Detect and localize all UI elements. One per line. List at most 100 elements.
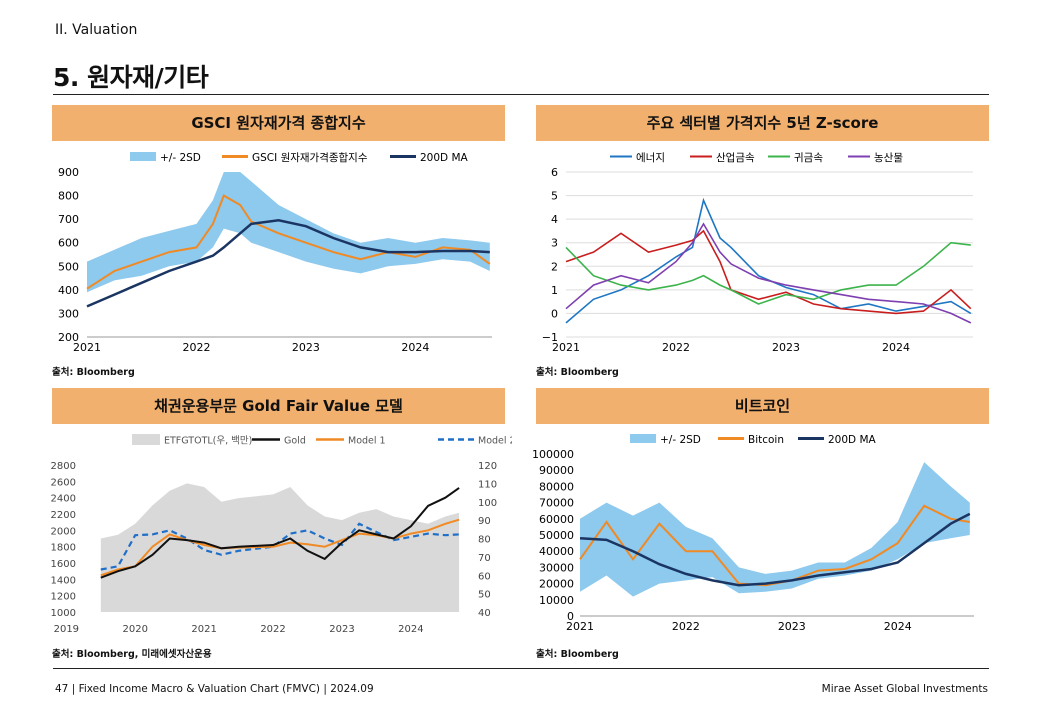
y-tick-label-left: 1200	[51, 592, 76, 603]
legend-label: Bitcoin	[748, 434, 784, 446]
x-tick-label: 2024	[398, 624, 423, 635]
y-tick-label: 2	[551, 260, 558, 273]
y-tick-label: 10000	[539, 594, 574, 607]
band-2sd	[580, 462, 970, 597]
bitcoin-panel: 비트코인 0 10000 20000 30000 40000 50000 60000 7000…	[532, 388, 989, 670]
y-tick-label-left: 2600	[51, 477, 76, 488]
gold-chart: 1000 1200 1400 1600 1800 2000 2200 2400 2600 2800…	[51, 434, 512, 635]
y-tick-label-right: 100	[478, 498, 497, 509]
y-tick-label-right: 110	[478, 479, 497, 490]
y-tick-label: 400	[58, 284, 79, 297]
y-tick-label: 0	[551, 307, 558, 320]
legend-label: GSCI 원자재가격종합지수	[252, 151, 368, 164]
y-tick-label: 700	[58, 213, 79, 226]
y-tick-label: 200	[58, 331, 79, 344]
y-tick-label: 90000	[539, 464, 574, 477]
y-tick-label-right: 120	[478, 461, 497, 472]
series-산업금속	[565, 229, 972, 315]
y-tick-label: 50000	[539, 529, 574, 542]
y-tick-label-left: 2400	[51, 494, 76, 505]
y-tick-label: −1	[542, 331, 558, 344]
y-tick-label: 1	[551, 284, 558, 297]
y-tick-label: 30000	[539, 561, 574, 574]
y-tick-label: 40000	[539, 545, 574, 558]
legend-label: 농산물	[874, 152, 903, 164]
x-tick-label: 2022	[182, 341, 210, 354]
y-tick-label-right: 60	[478, 571, 491, 582]
x-tick-label: 2023	[329, 624, 354, 635]
page-title: 5. 원자재/기타	[53, 63, 209, 92]
panel-header-bitcoin: 비트코인	[536, 388, 989, 424]
series-농산물	[565, 222, 972, 324]
y-tick-label: 0	[567, 610, 574, 623]
legend-label: +/- 2SD	[660, 434, 701, 446]
gsci-panel: GSCI 원자재가격 종합지수 200 300 400 500 600 700 800 900…	[52, 105, 505, 387]
legend-label: Model 1	[348, 436, 386, 447]
legend-swatch	[130, 152, 156, 161]
x-tick-label: 2021	[566, 620, 594, 633]
title-divider	[53, 94, 989, 95]
series-에너지	[565, 197, 972, 324]
zscore-panel: 주요 섹터별 가격지수 5년 Z-score −1 0 1 2 3 4 5 6 2021 2022…	[536, 105, 989, 387]
y-tick-label: 70000	[539, 497, 574, 510]
source-note-gsci: 출처: Bloomberg	[52, 367, 135, 378]
gold-panel: 채권운용부문 Gold Fair Value 모델 1000 1200 1400 16…	[51, 388, 512, 670]
panel-header-gold: 채권운용부문 Gold Fair Value 모델	[52, 388, 505, 424]
legend-label: Gold	[284, 436, 306, 447]
y-tick-label: 3	[551, 237, 558, 250]
y-tick-label: 60000	[539, 513, 574, 526]
series-200d-ma	[579, 512, 971, 587]
x-tick-label: 2020	[123, 624, 148, 635]
x-tick-label: 2023	[778, 620, 806, 633]
legend-label: Model 2	[478, 436, 512, 447]
y-tick-label-left: 2200	[51, 510, 76, 521]
source-note-bitcoin: 출처: Bloomberg	[536, 649, 619, 660]
legend-label: ETFGTOTL(우, 백만)	[164, 436, 252, 447]
y-tick-label: 600	[58, 237, 79, 250]
legend-swatch	[132, 434, 160, 445]
x-tick-label: 2023	[772, 341, 800, 354]
y-tick-label-left: 1000	[51, 608, 76, 619]
y-tick-label: 4	[551, 213, 558, 226]
x-tick-label: 2021	[191, 624, 216, 635]
y-tick-label: 300	[58, 307, 79, 320]
x-tick-label: 2022	[662, 341, 690, 354]
legend-swatch	[630, 434, 656, 443]
bitcoin-chart: 0 10000 20000 30000 40000 50000 60000 70000 8000…	[532, 434, 974, 633]
y-tick-label: 500	[58, 260, 79, 273]
legend-label: 산업금속	[716, 151, 755, 164]
series-귀금속	[565, 241, 971, 305]
x-tick-label: 2022	[672, 620, 700, 633]
y-tick-label: 900	[58, 166, 79, 179]
legend-label: 에너지	[636, 152, 665, 164]
footer-right: Mirae Asset Global Investments	[821, 683, 988, 695]
panel-header-gsci: GSCI 원자재가격 종합지수	[52, 105, 505, 141]
y-tick-label-right: 70	[478, 553, 491, 564]
x-tick-label: 2021	[552, 341, 580, 354]
y-tick-label-right: 90	[478, 516, 491, 527]
series-etf-holdings-area	[100, 483, 460, 612]
source-note-gold: 출처: Bloomberg, 미래에셋자산운용	[52, 649, 212, 660]
series-gsci-index	[86, 194, 491, 290]
y-tick-label-left: 1800	[51, 543, 76, 554]
series-model-2	[100, 522, 460, 571]
y-tick-label: 5	[551, 190, 558, 203]
zscore-chart: −1 0 1 2 3 4 5 6 2021 2022 2023 2024 에너지 산업금속 귀금속 농산물	[542, 151, 973, 354]
y-tick-label: 80000	[539, 480, 574, 493]
series-200d-ma	[86, 219, 490, 308]
series-gold	[100, 487, 460, 579]
x-tick-label: 2024	[401, 341, 429, 354]
y-tick-label-left: 1400	[51, 575, 76, 586]
y-tick-label-left: 2000	[51, 526, 76, 537]
panel-header-zscore: 주요 섹터별 가격지수 5년 Z-score	[536, 105, 989, 141]
x-tick-label: 2019	[54, 624, 79, 635]
footer-divider	[53, 668, 989, 669]
y-tick-label-right: 80	[478, 535, 491, 546]
gsci-chart: 200 300 400 500 600 700 800 900 2021 2022 2023 2024…	[58, 151, 492, 354]
band-2sd	[87, 172, 490, 293]
y-tick-label-left: 1600	[51, 559, 76, 570]
x-tick-label: 2024	[884, 620, 912, 633]
y-tick-label-right: 40	[478, 608, 491, 619]
source-note-zscore: 출처: Bloomberg	[536, 367, 619, 378]
footer-left: 47 | Fixed Income Macro & Valuation Char…	[55, 683, 374, 695]
